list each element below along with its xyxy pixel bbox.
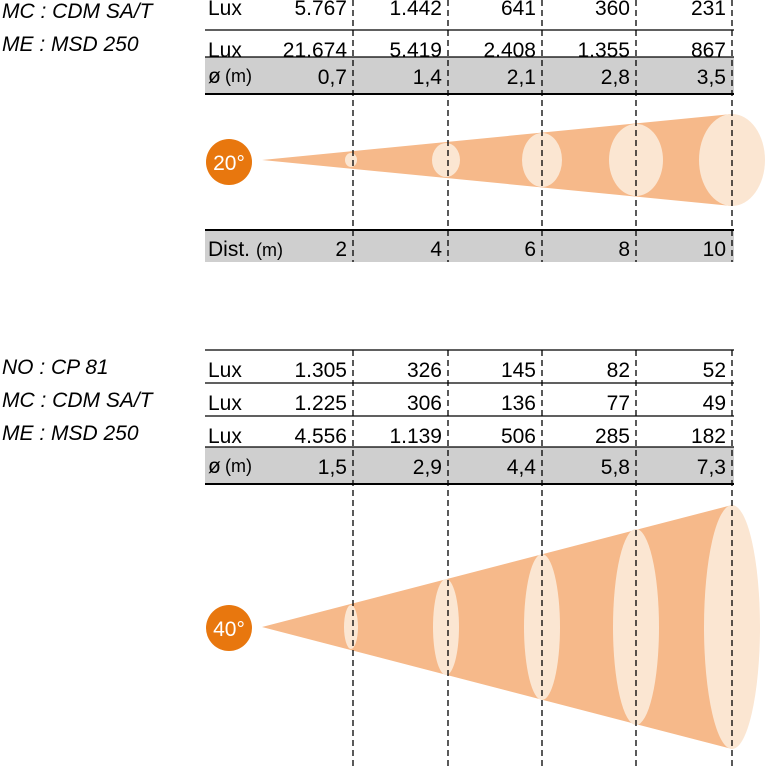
- light-spot: [613, 529, 659, 725]
- lux-value: 52: [703, 359, 726, 382]
- lux-value: 1.442: [389, 0, 442, 20]
- diameter-value: 1,5: [318, 456, 347, 479]
- lamp-label: ME : MSD 250: [2, 422, 139, 445]
- light-spot: [345, 153, 357, 167]
- lux-value: 21.674: [283, 39, 348, 62]
- lux-value: 1.305: [294, 359, 347, 382]
- lux-value: 145: [501, 359, 536, 382]
- light-spot: [433, 579, 459, 675]
- beam-cone: [262, 505, 732, 749]
- diameter-band: [205, 447, 734, 484]
- diameter-value: 1,4: [413, 66, 443, 89]
- beam-angle-badge: [206, 139, 252, 185]
- diameter-value: 2,9: [413, 456, 442, 479]
- distance-value: 4: [430, 238, 442, 261]
- lux-value: 1.355: [577, 39, 630, 62]
- lamp-label: ME : MSD 250: [2, 33, 139, 56]
- lux-value: 136: [501, 392, 536, 415]
- lux-label: Lux: [208, 392, 242, 415]
- diameter-value: 2,8: [601, 66, 630, 89]
- diameter-value: 4,4: [507, 456, 537, 479]
- beam-cone: [262, 114, 732, 206]
- distance-band: [205, 230, 734, 262]
- lux-value: 4.556: [294, 425, 347, 448]
- lux-label: Lux: [208, 425, 242, 448]
- diameter-value: 2,1: [507, 66, 536, 89]
- lamp-label: MC : CDM SA/T: [2, 389, 155, 412]
- distance-unit: (m): [256, 240, 283, 260]
- distance-value: 2: [335, 238, 347, 261]
- lux-value: 506: [501, 425, 536, 448]
- lux-value: 867: [691, 39, 726, 62]
- lux-value: 5.419: [389, 39, 442, 62]
- beam-angle-label: 40°: [213, 618, 245, 641]
- lux-value: 5.767: [294, 0, 347, 20]
- lux-value: 641: [501, 0, 536, 20]
- lux-value: 231: [691, 0, 726, 20]
- light-spot: [344, 605, 358, 649]
- lux-value: 285: [595, 425, 630, 448]
- beam-angle-label: 20°: [213, 152, 245, 175]
- lux-value: 360: [595, 0, 630, 20]
- lamp-label: MC : CDM SA/T: [2, 0, 155, 23]
- lux-value: 77: [607, 392, 630, 415]
- lux-value: 2.408: [483, 39, 536, 62]
- diameter-unit: (m): [225, 66, 252, 86]
- distance-label: Dist.: [208, 238, 250, 261]
- lux-label: Lux: [208, 359, 242, 382]
- beam-angle-badge: [206, 605, 252, 651]
- diameter-band: [205, 57, 734, 94]
- lux-value: 326: [407, 359, 442, 382]
- lux-value: 49: [703, 392, 726, 415]
- lux-label: Lux: [208, 39, 242, 62]
- diameter-value: 3,5: [697, 66, 726, 89]
- light-spot: [704, 505, 760, 749]
- distance-value: 10: [703, 238, 726, 261]
- diameter-label: ø: [208, 455, 221, 478]
- lux-label: Lux: [208, 0, 242, 20]
- lamp-label: NO : CP 81: [2, 356, 109, 379]
- distance-value: 8: [618, 238, 630, 261]
- diameter-value: 0,7: [318, 66, 347, 89]
- light-spot: [524, 554, 560, 700]
- distance-value: 6: [524, 238, 536, 261]
- lux-value: 182: [691, 425, 726, 448]
- light-spot: [432, 143, 460, 177]
- diameter-label: ø: [208, 65, 221, 88]
- lux-value: 306: [407, 392, 442, 415]
- diameter-unit: (m): [225, 456, 252, 476]
- diameter-value: 7,3: [697, 456, 726, 479]
- lux-value: 1.225: [294, 392, 347, 415]
- lux-value: 1.139: [389, 425, 442, 448]
- diameter-value: 5,8: [601, 456, 630, 479]
- lux-value: 82: [607, 359, 630, 382]
